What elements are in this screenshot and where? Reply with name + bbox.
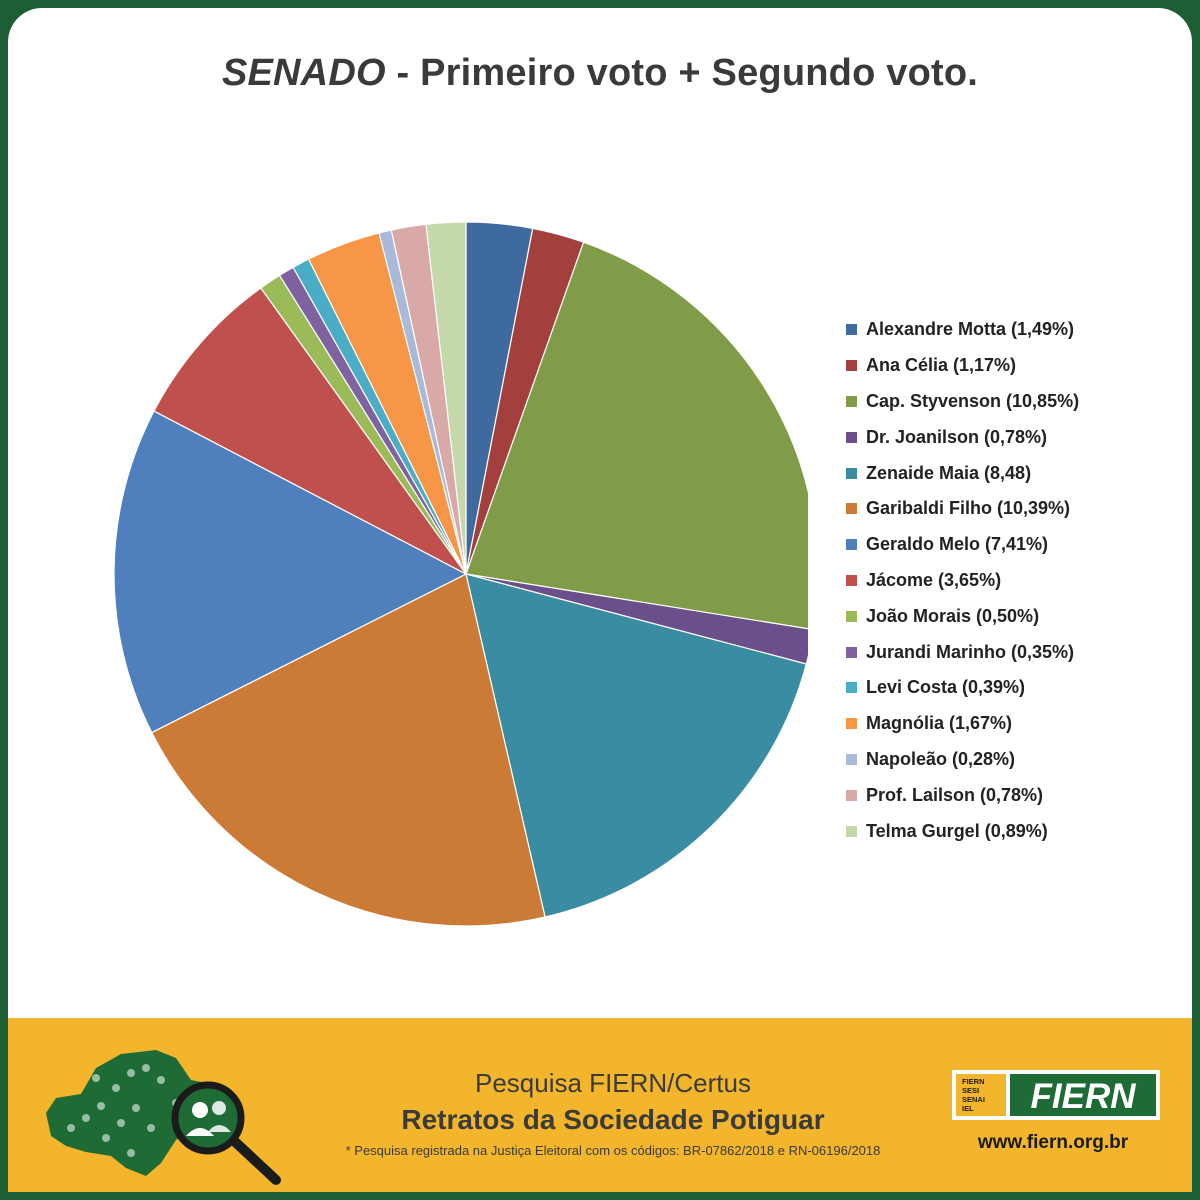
survey-name: Pesquisa FIERN/Certus [475,1068,751,1098]
legend-item: João Morais (0,50%) [846,598,1079,634]
legend-swatch [846,789,857,801]
legend-item: Prof. Lailson (0,78%) [846,777,1079,813]
pie-slice-14 [425,221,467,575]
legend-swatch [846,360,857,372]
legend-swatch [846,646,857,658]
rio-grande-do-norte-map-icon [46,1050,281,1185]
legend-label: Jácome (3,65%) [866,569,1002,590]
svg-text:FIERN: FIERN [962,1077,985,1086]
legend-label: Zenaide Maia (8,48) [866,462,1032,483]
legend-item: Garibaldi Filho (10,39%) [846,491,1079,527]
legend-label: Prof. Lailson (0,78%) [866,784,1044,805]
svg-text:SESI: SESI [962,1086,979,1095]
legend-swatch [846,574,857,586]
website-link[interactable]: www.fiern.org.br [977,1132,1129,1153]
pie-slice-5 [150,573,546,927]
legend-swatch [846,610,857,622]
legend-label: Geraldo Melo (7,41%) [866,534,1049,555]
chart-title-italic: SENADO [221,52,386,94]
legend-item: Geraldo Melo (7,41%) [846,527,1079,563]
registration-note: * Pesquisa registrada na Justiça Eleitor… [345,1143,881,1158]
svg-text:FIERN: FIERN [1031,1077,1137,1116]
svg-text:IEL: IEL [962,1104,974,1113]
footer-banner: Pesquisa FIERN/Certus Retratos da Socied… [8,1018,1192,1192]
legend-item: Zenaide Maia (8,48) [846,455,1079,491]
legend-swatch [846,467,857,479]
legend-swatch [846,395,857,407]
legend-item: Telma Gurgel (0,89%) [846,813,1079,849]
legend-swatch [846,324,857,336]
legend-item: Magnólia (1,67%) [846,706,1079,742]
legend-label: Telma Gurgel (0,89%) [866,820,1048,841]
pie-chart [113,221,808,927]
legend-item: Napoleão (0,28%) [846,742,1079,778]
legend-label: Jurandi Marinho (0,35%) [866,641,1075,662]
legend-label: Magnólia (1,67%) [866,713,1013,734]
pie-slice-6 [113,410,468,734]
legend-label: Garibaldi Filho (10,39%) [866,498,1071,519]
legend-item: Dr. Joanilson (0,78%) [846,419,1079,455]
legend-swatch [846,825,857,837]
legend-label: Levi Costa (0,39%) [866,677,1026,698]
legend-label: Dr. Joanilson (0,78%) [866,426,1048,447]
legend-item: Jurandi Marinho (0,35%) [846,634,1079,670]
legend-swatch [846,503,857,515]
legend-label: Napoleão (0,28%) [866,748,1016,769]
legend-label: João Morais (0,50%) [866,605,1040,626]
legend-swatch [846,539,857,551]
pie-slice-2 [465,241,808,630]
legend-item: Alexandre Motta (1,49%) [846,312,1079,348]
magnifier-people-icon [171,1081,281,1185]
pie-slice-7 [153,287,467,575]
chart-legend: Alexandre Motta (1,49%) Ana Célia (1,17%)… [846,312,1079,849]
legend-item: Cap. Styvenson (10,85%) [846,384,1079,420]
legend-item: Ana Célia (1,17%) [846,348,1079,384]
legend-label: Ana Célia (1,17%) [866,355,1017,376]
legend-item: Jácome (3,65%) [846,563,1079,599]
chart-title: SENADO - Primeiro voto + Segundo voto. [8,52,1192,95]
legend-label: Alexandre Motta (1,49%) [866,319,1075,340]
legend-swatch [846,718,857,730]
legend-swatch [846,753,857,765]
svg-text:SENAI: SENAI [962,1095,985,1104]
survey-title: Retratos da Sociedade Potiguar [401,1104,825,1135]
legend-swatch [846,682,857,694]
legend-swatch [846,431,857,443]
legend-item: Levi Costa (0,39%) [846,670,1079,706]
chart-title-rest: - Primeiro voto + Segundo voto. [385,52,979,94]
chart-card: SENADO - Primeiro voto + Segundo voto. A… [8,8,1192,1192]
pie-slice-4 [465,573,808,918]
fiern-logo: FIERN SESI SENAI IEL FIERN [952,1070,1160,1120]
legend-label: Cap. Styvenson (10,85%) [866,390,1080,411]
